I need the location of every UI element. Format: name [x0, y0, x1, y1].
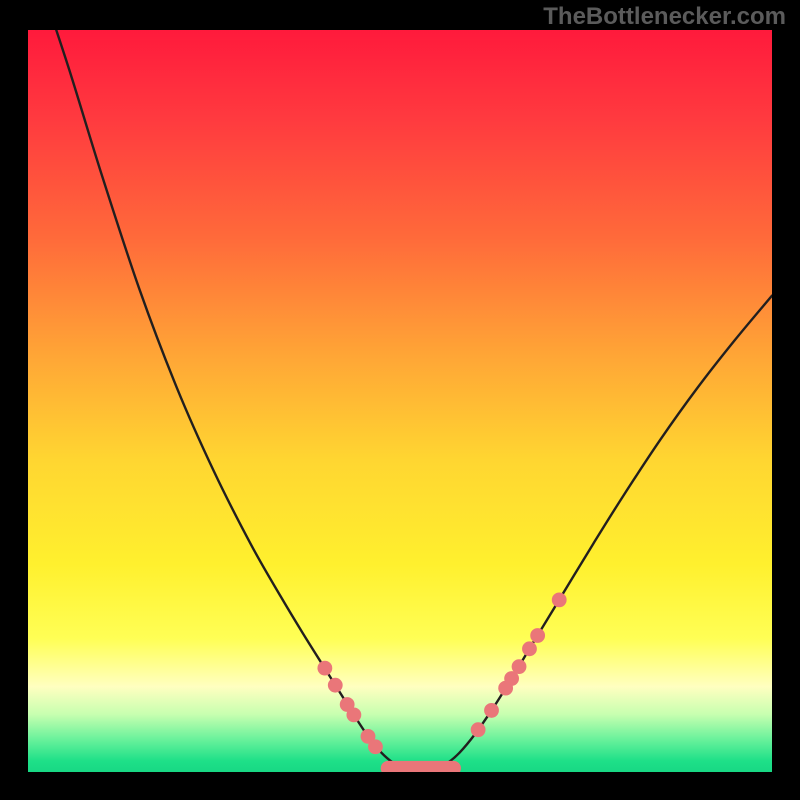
curve-marker [317, 661, 332, 676]
curve-marker [552, 592, 567, 607]
plot-background-gradient [28, 30, 772, 772]
bottleneck-chart [0, 0, 800, 800]
curve-marker [484, 703, 499, 718]
curve-marker [368, 739, 383, 754]
curve-marker [530, 628, 545, 643]
curve-marker [346, 707, 361, 722]
curve-marker [522, 641, 537, 656]
curve-marker [471, 722, 486, 737]
curve-marker [328, 678, 343, 693]
curve-marker [512, 659, 527, 674]
